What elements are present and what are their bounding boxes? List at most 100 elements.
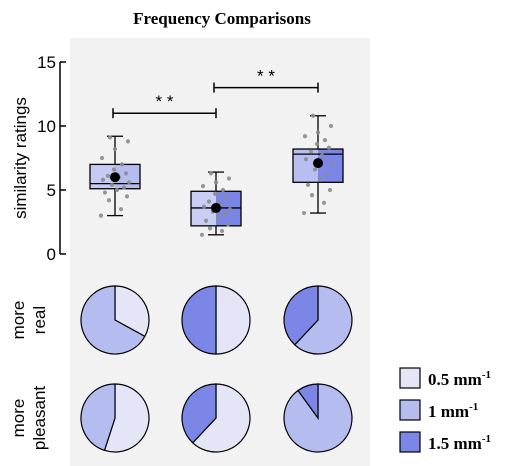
data-point [114,187,120,193]
pie-slice [283,285,319,346]
data-point [119,162,125,167]
pie-slice [293,285,353,355]
data-point [112,146,118,152]
data-point [215,214,221,219]
data-point [327,187,333,193]
chart-title: Frequency Comparisons [133,9,311,28]
y-tick-label: 15 [37,53,56,72]
y-tick-label: 0 [47,245,56,264]
data-point [199,232,205,237]
data-point [328,123,334,129]
box-outline [292,148,344,183]
data-point [126,180,132,185]
legend-label: 1 mm-1 [428,401,478,421]
data-point [314,141,320,147]
pie-slice [114,285,150,338]
pie-slice [191,383,251,453]
box-outline [89,163,141,190]
pie-row-label-line: more [9,399,28,438]
data-point [106,198,112,203]
data-point [319,153,325,158]
pie-row-label: more real [9,301,49,340]
pie-row-label-line: real [30,306,49,334]
data-point [107,135,113,140]
y-axis-group: 0 5 10 15 similarity ratings [11,53,66,264]
pie-slice [80,285,146,355]
legend-label-text: 1 mm [428,402,469,421]
box-plots [89,113,344,237]
data-point [222,212,228,217]
legend-label-text: 0.5 mm [428,370,482,389]
data-point [105,173,111,179]
data-point [207,226,213,231]
pie-slice [181,285,217,355]
data-point [305,182,311,187]
data-point [100,177,106,182]
mean-marker [211,202,221,213]
pie-slice [103,383,150,453]
data-point [308,149,314,154]
y-tick-label: 10 [37,117,56,136]
data-point [224,195,230,200]
data-point [227,207,233,212]
data-point [123,171,129,176]
data-point [125,139,131,144]
data-point [324,172,330,177]
pie-row-label-line: pleasant [30,386,49,451]
significance-label: * * [257,67,275,86]
legend-label: 1.5 mm-1 [428,433,491,453]
legend-label-superscript: -1 [482,433,491,445]
data-point [213,180,219,185]
legend-swatch [399,367,421,389]
data-point [312,167,318,172]
data-point [121,185,127,190]
data-point [118,207,124,212]
data-point [303,157,309,162]
data-point [208,171,214,176]
legend-swatch [399,431,421,453]
data-point [200,184,206,189]
legend-label-text: 1.5 mm [428,434,482,453]
legend-label: 0.5 mm-1 [428,369,491,389]
pie-row-label: more pleasant [9,386,49,451]
data-point [310,113,316,118]
y-axis-label: similarity ratings [11,97,30,219]
data-point [99,155,105,161]
pie-slice [215,285,251,355]
data-point [309,193,315,198]
data-point [326,145,332,150]
data-point [212,191,218,196]
y-tick-label: 5 [47,181,56,200]
mean-marker [313,158,323,169]
significance-brackets: * * * * [112,67,319,119]
legend-label-superscript: -1 [482,369,491,381]
data-point [102,190,108,195]
data-point [226,176,232,181]
data-point [315,130,321,135]
mean-marker [110,172,120,183]
data-point [98,213,104,218]
data-point [111,167,117,172]
data-point [302,134,308,139]
data-point [206,199,212,204]
data-point [225,222,231,227]
legend-swatch [399,399,421,421]
data-point [109,182,115,187]
data-point [219,228,225,234]
legend: 0.5 mm-11 mm-11.5 mm-1 [399,367,491,453]
pie-row-label-line: more [9,301,28,340]
data-point [322,137,328,143]
data-point [203,218,209,223]
significance-label: * * [156,92,174,111]
pie-slice [181,383,217,444]
data-point [201,204,207,209]
data-point [124,194,130,199]
data-point [220,187,226,193]
legend-label-superscript: -1 [469,401,478,413]
data-point [301,210,307,216]
pie-slice [80,383,116,452]
data-point [321,200,327,205]
data-point [317,177,323,182]
